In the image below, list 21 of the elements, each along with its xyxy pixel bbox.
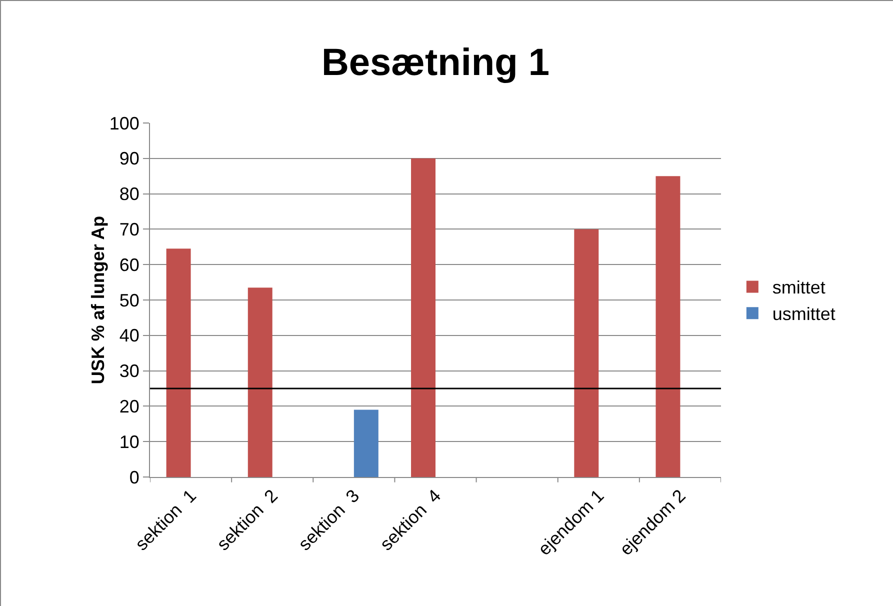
bar (354, 410, 378, 477)
y-tick-label: 90 (119, 148, 140, 169)
y-axis-title: USK % af lunger Ap (88, 216, 108, 384)
y-tick-label: 0 (129, 467, 140, 488)
bar (248, 288, 272, 477)
y-tick-label: 20 (119, 396, 140, 416)
y-tick-label: 100 (109, 113, 140, 134)
y-tick-label: 70 (119, 220, 140, 240)
y-tick-label: 30 (119, 361, 140, 382)
legend-label: smittet (772, 278, 826, 298)
y-tick-label: 40 (119, 326, 140, 346)
legend-label: usmittet (772, 304, 836, 324)
y-tick-label: 10 (119, 432, 140, 452)
bar (166, 248, 191, 477)
bar (574, 229, 599, 477)
y-tick-label: 80 (119, 184, 140, 204)
chart-title: Besætning 1 (321, 42, 550, 84)
y-tick-label: 50 (119, 290, 140, 310)
bar (411, 158, 436, 477)
bar (656, 176, 680, 477)
y-tick-label: 60 (119, 254, 140, 275)
